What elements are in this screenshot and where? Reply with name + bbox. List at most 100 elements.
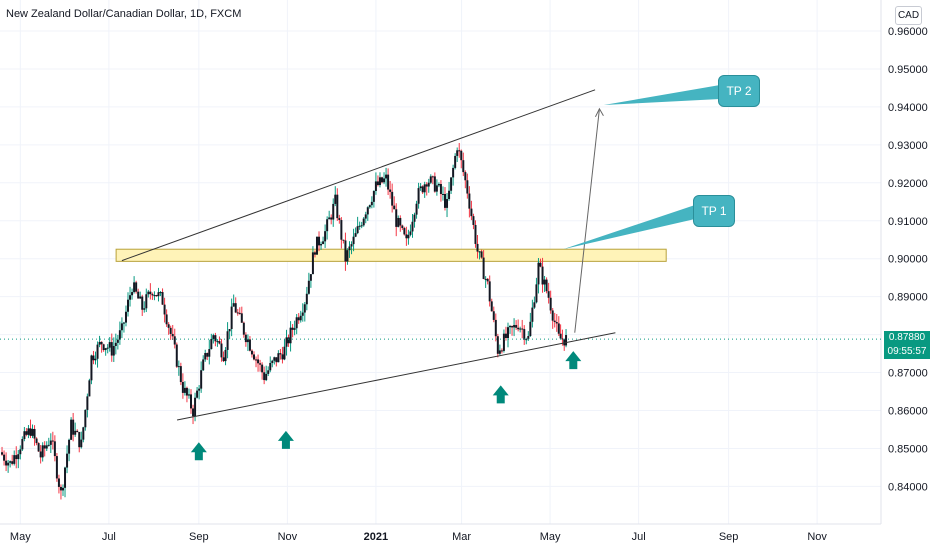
candle-body	[411, 221, 414, 232]
candle-body	[263, 372, 266, 381]
candle-body	[230, 306, 233, 330]
candle-body	[110, 342, 113, 356]
candle-body	[541, 266, 544, 285]
candle-body	[498, 350, 501, 354]
candle-body	[535, 284, 538, 303]
candle-body	[29, 428, 32, 436]
candle-body	[531, 307, 534, 322]
candle-body	[120, 323, 123, 331]
candle-body	[147, 291, 150, 295]
y-tick-label: 0.96000	[888, 26, 928, 38]
y-tick-label: 0.90000	[888, 254, 928, 266]
candle-body	[425, 184, 428, 187]
candle-body	[476, 243, 479, 252]
candle-body	[303, 304, 306, 313]
candle-body	[533, 302, 536, 308]
candle-body	[187, 394, 190, 396]
candle-body	[47, 444, 50, 446]
candle-body	[409, 231, 412, 235]
candle-body	[161, 292, 164, 305]
candle-body	[177, 366, 180, 368]
candle-body	[287, 337, 290, 344]
candle-body	[559, 333, 562, 339]
candle-body	[334, 194, 337, 204]
candle-body	[439, 184, 442, 195]
candle-body	[454, 155, 457, 168]
candle-body	[204, 352, 207, 360]
candle-body	[336, 194, 339, 219]
candle-body	[362, 218, 365, 226]
candle-body	[51, 440, 54, 442]
candle-body	[88, 380, 91, 397]
candle-body	[502, 333, 505, 351]
candle-body	[513, 325, 516, 328]
candle-body	[185, 387, 188, 396]
candle-body	[1, 452, 4, 455]
candle-body	[3, 454, 6, 461]
y-tick-label: 0.85000	[888, 443, 928, 455]
candle-body	[11, 461, 14, 464]
candle-body	[37, 443, 40, 452]
upper-trendline	[121, 89, 596, 262]
candle-body	[326, 219, 329, 232]
candle-body	[509, 326, 512, 328]
candle-body	[163, 304, 166, 315]
up-arrow-icon	[190, 442, 207, 461]
candle-body	[484, 278, 487, 280]
candle-body	[443, 193, 446, 208]
candle-body	[470, 208, 473, 217]
candle-body	[218, 341, 221, 344]
candle-body	[311, 252, 314, 275]
x-tick-label: Sep	[189, 531, 209, 543]
x-tick-label: Nov	[278, 531, 298, 543]
candle-body	[511, 326, 514, 328]
candle-body	[431, 176, 434, 178]
candle-body	[277, 353, 280, 363]
candle-body	[344, 240, 347, 262]
candle-body	[90, 355, 93, 381]
candle-body	[285, 337, 288, 347]
candle-body	[547, 291, 550, 298]
candle-body	[116, 339, 119, 343]
candle-body	[171, 333, 174, 337]
x-tick-label: May	[540, 531, 561, 543]
candle-body	[15, 455, 18, 460]
candle-body	[238, 312, 241, 314]
candle-body	[153, 295, 156, 297]
candle-body	[441, 193, 444, 195]
candle-body	[192, 408, 195, 417]
candle-body	[169, 327, 172, 334]
candle-body	[393, 205, 396, 210]
candle-body	[13, 455, 16, 464]
candle-body	[419, 186, 422, 189]
x-tick-label: Jul	[102, 531, 116, 543]
candle-body	[496, 336, 499, 354]
tp1-callout-label[interactable]: TP 1	[693, 195, 735, 227]
candle-body	[289, 327, 292, 344]
last-price-tag: 0.87880	[884, 331, 930, 345]
candle-body	[159, 292, 162, 294]
candle-body	[297, 317, 300, 321]
candle-body	[364, 214, 367, 219]
candle-body	[206, 352, 209, 357]
candle-body	[23, 431, 26, 440]
candle-body	[78, 432, 81, 448]
candle-body	[232, 303, 235, 307]
candle-body	[98, 341, 101, 345]
candle-body	[366, 207, 369, 215]
candle-body	[358, 225, 361, 227]
candle-body	[252, 354, 255, 360]
candle-body	[27, 428, 30, 435]
tp2-callout-label[interactable]: TP 2	[718, 75, 760, 107]
candle-body	[482, 257, 485, 279]
candle-body	[21, 439, 24, 450]
candle-body	[139, 296, 142, 299]
currency-selector[interactable]: CAD	[895, 6, 922, 25]
candle-body	[202, 359, 205, 371]
candle-body	[96, 344, 99, 359]
candle-body	[248, 339, 251, 351]
chart-title: New Zealand Dollar/Canadian Dollar, 1D, …	[6, 8, 242, 20]
candle-body	[448, 190, 451, 200]
